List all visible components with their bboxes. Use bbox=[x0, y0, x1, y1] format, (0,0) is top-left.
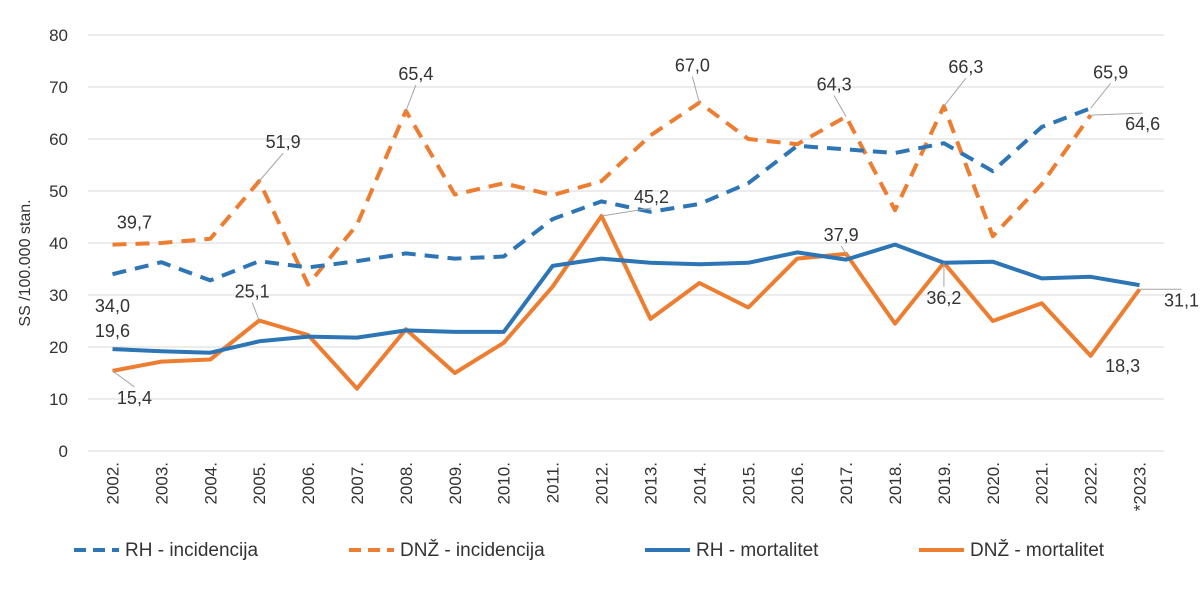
data-label: 64,3 bbox=[817, 75, 852, 95]
data-label-leader bbox=[691, 76, 700, 103]
data-label: 67,0 bbox=[675, 56, 710, 76]
data-label: 15,4 bbox=[117, 388, 152, 408]
x-tick-label: 2015. bbox=[739, 462, 758, 505]
x-tick-label: *2023. bbox=[1131, 462, 1150, 511]
x-tick-label: 2004. bbox=[201, 462, 220, 505]
y-tick-label: 30 bbox=[49, 286, 68, 305]
x-tick-label: 2020. bbox=[984, 462, 1003, 505]
data-label: 31,1 bbox=[1164, 290, 1199, 310]
y-tick-label: 50 bbox=[49, 182, 68, 201]
series-line-0 bbox=[112, 106, 1092, 283]
y-tick-label: 40 bbox=[49, 234, 68, 253]
x-tick-label: 2008. bbox=[397, 462, 416, 505]
data-label: 25,1 bbox=[235, 281, 270, 301]
data-label-leader bbox=[258, 152, 284, 182]
x-tick-label: 2007. bbox=[348, 462, 367, 505]
x-tick-label: 2012. bbox=[593, 462, 612, 505]
data-label: 64,6 bbox=[1125, 114, 1160, 134]
data-label-leader bbox=[943, 77, 967, 107]
y-tick-label: 20 bbox=[49, 338, 68, 357]
x-tick-label: 2022. bbox=[1082, 462, 1101, 505]
y-axis-label: SS /100.000 stan. bbox=[17, 199, 34, 326]
data-label-leader bbox=[1090, 112, 1143, 116]
y-axis-ticks: 0 10 20 30 40 50 60 70 80 bbox=[49, 26, 68, 461]
data-label: 45,2 bbox=[634, 187, 669, 207]
y-tick-label: 0 bbox=[59, 442, 68, 461]
legend-label: RH - incidencija bbox=[125, 540, 258, 561]
series-line-3 bbox=[112, 214, 1142, 391]
data-label: 36,2 bbox=[926, 288, 961, 308]
data-label: 66,3 bbox=[948, 57, 983, 77]
data-label: 34,0 bbox=[95, 296, 130, 316]
data-label-leader bbox=[405, 84, 417, 112]
series-line-2 bbox=[112, 242, 1140, 355]
x-tick-label: 2005. bbox=[250, 462, 269, 505]
data-label-leader bbox=[1090, 83, 1112, 109]
gridlines bbox=[88, 34, 1164, 452]
data-label-leader bbox=[251, 302, 260, 321]
x-tick-label: 2009. bbox=[446, 462, 465, 505]
x-tick-label: 2021. bbox=[1033, 462, 1052, 505]
data-labels: 34,0 65,9 39,7 51,9 65,4 67,0 64,3 66,3 64,6 19,6… bbox=[95, 56, 1199, 408]
x-tick-label: 2017. bbox=[837, 462, 856, 505]
data-label-leader bbox=[112, 370, 135, 388]
data-label: 37,9 bbox=[824, 225, 859, 245]
y-tick-label: 80 bbox=[49, 26, 68, 45]
data-label: 51,9 bbox=[266, 132, 301, 152]
data-label: 19,6 bbox=[95, 321, 130, 341]
x-tick-label: 2010. bbox=[495, 462, 514, 505]
data-label-leader bbox=[840, 245, 847, 255]
series-line-1 bbox=[112, 100, 1093, 287]
x-tick-label: 2019. bbox=[935, 462, 954, 505]
legend-label: RH - mortalitet bbox=[696, 540, 819, 561]
y-tick-label: 10 bbox=[49, 390, 68, 409]
legend: RH - incidencija DNŽ - incidencija RH - mo… bbox=[74, 539, 1105, 561]
x-tick-label: 2002. bbox=[103, 462, 122, 505]
legend-label: DNŽ - mortalitet bbox=[970, 539, 1105, 561]
y-tick-label: 60 bbox=[49, 130, 68, 149]
data-label-leader bbox=[833, 95, 847, 117]
x-tick-label: 2018. bbox=[886, 462, 905, 505]
x-tick-label: 2013. bbox=[641, 462, 660, 505]
x-axis-ticks: 2002. 2003. 2004. 2005. 2006. 2007. 2008. 2009.… bbox=[103, 462, 1149, 511]
x-tick-label: 2014. bbox=[690, 462, 709, 505]
x-tick-label: 2011. bbox=[544, 462, 563, 503]
series-lines bbox=[112, 100, 1142, 391]
x-tick-label: 2016. bbox=[788, 462, 807, 505]
x-tick-label: 2006. bbox=[299, 462, 318, 505]
data-label-leader bbox=[601, 207, 652, 217]
y-tick-label: 70 bbox=[49, 78, 68, 97]
legend-label: DNŽ - incidencija bbox=[400, 539, 545, 561]
data-label: 18,3 bbox=[1105, 356, 1140, 376]
data-label: 39,7 bbox=[117, 213, 152, 233]
data-label: 65,9 bbox=[1093, 62, 1128, 82]
x-tick-label: 2003. bbox=[152, 462, 171, 505]
data-label: 65,4 bbox=[398, 64, 433, 84]
